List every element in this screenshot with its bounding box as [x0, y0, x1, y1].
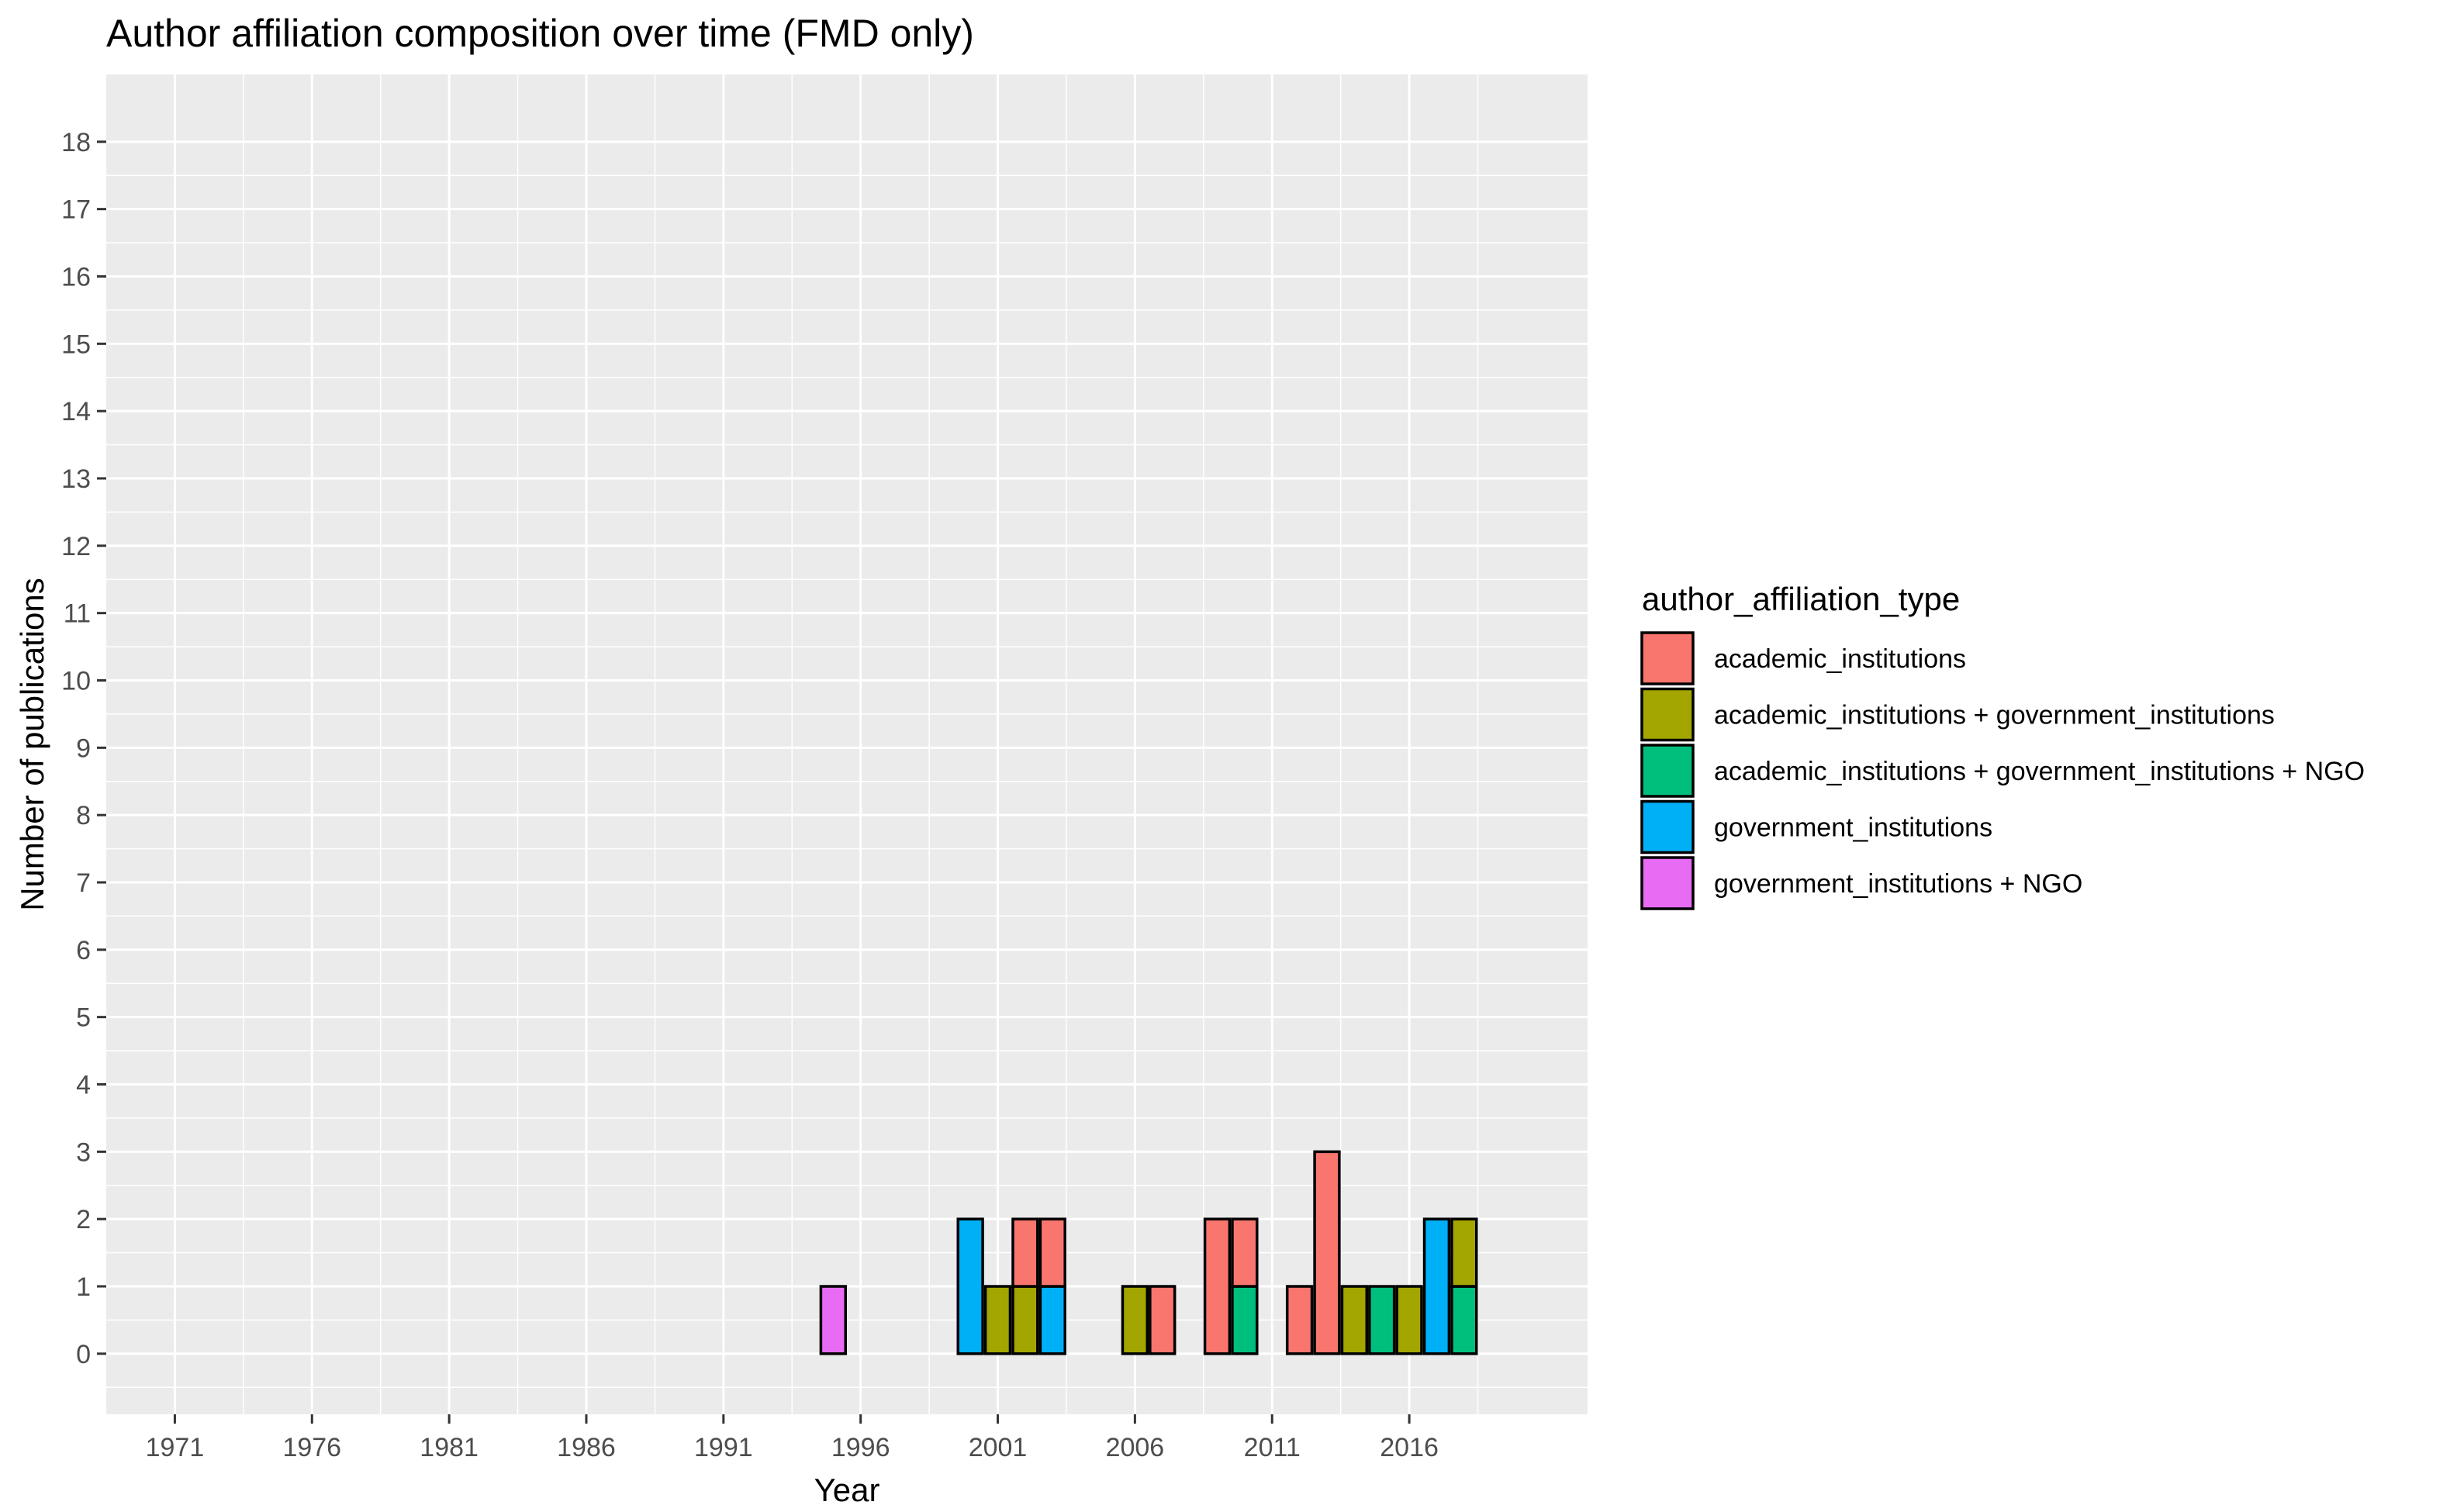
legend-key-3	[1640, 799, 1695, 854]
bar-series0-2009	[1203, 1217, 1232, 1355]
bar-series2-2018	[1450, 1285, 1478, 1355]
y-tick-label-1: 1	[76, 1272, 91, 1302]
x-tick-label-2001: 2001	[969, 1433, 1028, 1462]
y-tick-label-12: 12	[61, 532, 91, 561]
y-tick-label-11: 11	[64, 599, 91, 629]
y-tick-label-14: 14	[61, 397, 91, 426]
y-tick-label-2: 2	[76, 1205, 91, 1234]
bar-series0-2013	[1313, 1150, 1341, 1355]
legend-key-2	[1640, 744, 1695, 798]
bar-series3-2017	[1422, 1217, 1451, 1355]
y-tick-label-0: 0	[76, 1340, 91, 1369]
x-tick-label-1976: 1976	[282, 1433, 341, 1462]
legend: author_affiliation_type academic_institut…	[1640, 581, 2365, 910]
bar-series3-2003	[1038, 1285, 1066, 1355]
y-tick-label-7: 7	[76, 868, 91, 898]
legend-key-1	[1640, 687, 1695, 742]
bar-series0-2007	[1149, 1285, 1177, 1355]
bar-series2-2010	[1231, 1285, 1259, 1355]
y-axis-title: Number of publications	[14, 578, 50, 911]
legend-label-4: government_institutions + NGO	[1714, 869, 2082, 899]
bar-series0-2010	[1231, 1217, 1259, 1288]
x-tick-label-1991: 1991	[694, 1433, 753, 1462]
y-tick-label-16: 16	[61, 263, 91, 292]
y-tick-label-3: 3	[76, 1137, 91, 1167]
bar-series1-2006	[1121, 1285, 1149, 1355]
y-tick-label-9: 9	[76, 734, 91, 763]
legend-key-0	[1640, 631, 1695, 685]
y-tick-label-13: 13	[61, 464, 91, 494]
y-tick-label-15: 15	[61, 330, 91, 359]
bar-series1-2014	[1340, 1285, 1369, 1355]
bar-series2-2015	[1368, 1285, 1396, 1355]
bar-series0-2002	[1011, 1217, 1039, 1288]
bar-series1-2001	[983, 1285, 1012, 1355]
y-tick-label-18: 18	[61, 128, 91, 157]
bar-series3-2000	[956, 1217, 984, 1355]
bar-series0-2003	[1038, 1217, 1066, 1288]
legend-label-1: academic_institutions + government_insti…	[1714, 701, 2275, 730]
legend-label-2: academic_institutions + government_insti…	[1714, 757, 2365, 786]
bars	[819, 1150, 1478, 1355]
y-tick-label-6: 6	[76, 936, 91, 965]
y-tick-label-4: 4	[76, 1071, 91, 1100]
x-tick-label-2011: 2011	[1244, 1433, 1301, 1462]
x-tick-label-1986: 1986	[557, 1433, 616, 1462]
bar-series1-2016	[1395, 1285, 1423, 1355]
legend-key-4	[1640, 856, 1695, 910]
x-axis-title: Year	[814, 1472, 880, 1508]
legend-label-0: academic_institutions	[1714, 644, 1966, 674]
x-tick-label-2006: 2006	[1106, 1433, 1165, 1462]
axes: 1971 1976 1981 1986 1991 1996 2001 2006 2011 2016…	[14, 128, 1439, 1508]
y-tick-label-17: 17	[61, 195, 91, 225]
bar-series4-1995	[819, 1285, 847, 1355]
x-tick-label-1971: 1971	[146, 1433, 205, 1462]
legend-title: author_affiliation_type	[1642, 581, 1960, 617]
plot-area: 1971 1976 1981 1986 1991 1996 2001 2006 2011 2016…	[14, 74, 1588, 1508]
chart-title: Author affiliation composition over time…	[106, 12, 974, 55]
y-tick-label-8: 8	[76, 801, 91, 830]
x-tick-label-1996: 1996	[831, 1433, 890, 1462]
x-tick-label-2016: 2016	[1380, 1433, 1439, 1462]
x-tick-label-1981: 1981	[420, 1433, 479, 1462]
bar-series0-2012	[1285, 1285, 1314, 1355]
legend-label-3: government_institutions	[1714, 813, 1992, 843]
bar-series1-2018	[1450, 1217, 1478, 1288]
y-tick-label-5: 5	[76, 1003, 91, 1033]
y-tick-label-10: 10	[61, 667, 91, 696]
bar-series1-2002	[1011, 1285, 1039, 1355]
